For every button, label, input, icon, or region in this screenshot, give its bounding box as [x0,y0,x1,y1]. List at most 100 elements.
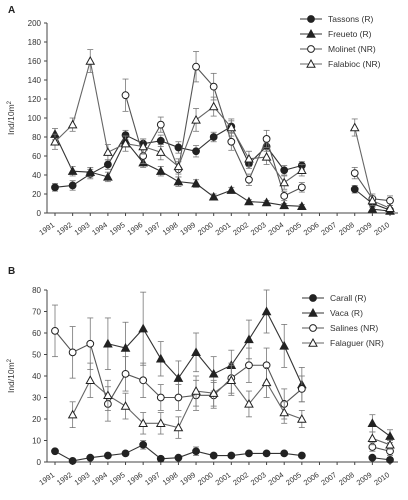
x-tick-label: 2002 [231,470,250,487]
data-point [173,373,184,382]
data-point [192,62,200,71]
series-line [107,310,303,385]
data-point [120,401,131,410]
x-tick-label: 2007 [319,470,338,487]
data-point [120,138,131,148]
x-tick-label: 1996 [125,220,144,237]
y-tick-label: 100 [28,114,42,123]
legend-marker [308,307,318,317]
data-point [208,368,219,378]
data-point [280,166,289,175]
data-point [155,166,166,175]
data-point [139,376,148,385]
data-point [192,447,200,456]
x-tick-label: 2010 [372,220,391,237]
x-tick-label: 2003 [249,220,268,237]
data-point [174,453,183,462]
data-point [103,390,113,400]
data-point [67,119,78,129]
x-tick-label: 2010 [372,470,391,487]
data-point [261,377,272,387]
series-0 [51,440,394,465]
x-tick-label: 1993 [73,470,92,487]
x-tick-label: 2000 [196,470,215,487]
legend-marker [307,15,315,23]
y-tick-label: 20 [32,190,41,199]
x-tick-label: 1997 [143,470,162,487]
y-tick-label: 30 [32,394,41,403]
y-tick-label: 180 [28,38,42,47]
data-point [261,306,272,316]
data-point [68,181,77,190]
data-point [208,388,219,397]
y-tick-label: 20 [32,415,41,424]
data-point [67,409,78,419]
x-tick-label: 2004 [267,470,286,487]
data-point [280,449,289,458]
x-tick-label: 2006 [302,220,321,237]
data-point [191,386,201,395]
data-point [103,451,112,460]
x-tick-label: 1999 [178,220,197,237]
data-point [67,166,78,175]
legend-marker [306,58,316,68]
data-point [367,204,378,213]
data-point [121,449,130,458]
data-point [244,196,254,206]
chart-panel-a: A 0 20 40 60 80 100 120 140 160 180 200 199119921993… [6,5,398,237]
legend-marker [306,28,316,38]
x-tick-label: 1991 [37,220,56,237]
x-tick-label: 2009 [355,470,374,487]
data-point [279,340,290,350]
x-tick-label: 1999 [178,470,197,487]
data-point [367,195,378,205]
data-point [245,449,253,458]
panel-label: B [8,266,15,277]
data-point [297,183,306,192]
data-point [191,178,201,188]
data-point [50,136,60,146]
y-axis-title: Ind/10m2 [6,100,16,135]
legend-label: Vaca (R) [330,308,363,318]
data-point [208,101,219,111]
data-point [68,457,77,465]
x-tick-label: 2008 [337,220,356,237]
data-point [208,191,219,201]
data-point [85,375,96,384]
x-tick-label: 1994 [90,220,109,237]
y-tick-label: 10 [32,437,41,446]
y-tick-label: 0 [37,209,42,218]
data-point [103,147,113,156]
x-tick-label: 2001 [214,220,233,237]
data-point [245,361,253,370]
y-tick-label: 60 [32,329,41,338]
data-point [227,137,236,146]
x-tick-label: 1993 [73,220,92,237]
data-point [280,192,289,200]
data-point [138,418,149,427]
data-point [51,326,59,335]
data-point [227,451,236,460]
data-point [121,369,130,378]
legend-label: Tassons (R) [328,14,374,24]
legend-marker [309,324,317,332]
data-point [85,167,96,176]
x-tick-label: 2004 [267,220,286,237]
data-point [262,135,271,143]
data-point [103,171,113,181]
data-point [296,201,307,211]
data-point [226,185,237,194]
data-point [349,122,360,132]
legend: Tassons (R) Freueto (R) Molinet (NR) Falabi… [300,14,381,69]
legend-label: Falabioc (NR) [328,59,381,69]
y-axis-title: Ind/10m2 [6,358,16,393]
legend-marker [309,294,317,302]
data-point [103,160,112,169]
series-1 [103,289,395,444]
series-0 [51,120,394,215]
y-axis-title-text: Ind/10m [6,104,16,135]
data-point [261,151,272,161]
data-point [385,203,395,212]
y-tick-label: 160 [28,57,42,66]
